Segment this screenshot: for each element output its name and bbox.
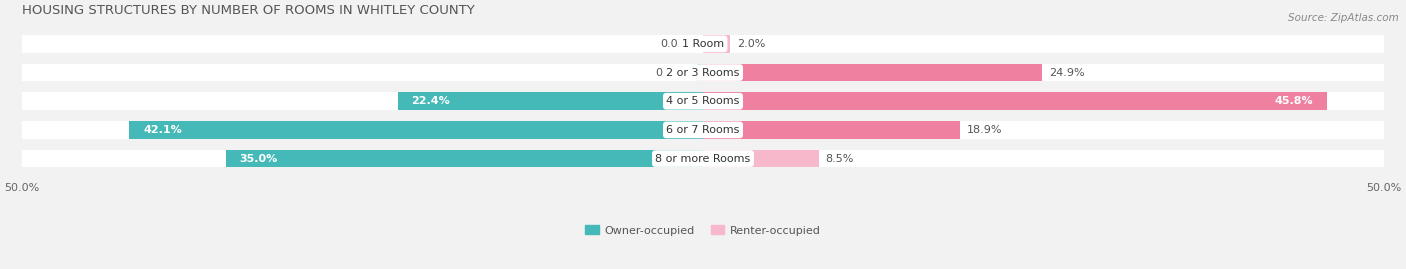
Bar (703, 121, 960, 139)
Bar (21, 35, 703, 53)
Bar (697, 64, 703, 82)
Bar (226, 150, 703, 167)
Text: 8 or more Rooms: 8 or more Rooms (655, 154, 751, 164)
Bar (703, 92, 1327, 110)
Text: 6 or 7 Rooms: 6 or 7 Rooms (666, 125, 740, 135)
Text: 0.03%: 0.03% (661, 39, 696, 49)
Text: 22.4%: 22.4% (412, 96, 450, 106)
Text: 8.5%: 8.5% (825, 154, 853, 164)
Bar (703, 35, 730, 53)
Bar (21, 121, 703, 139)
Bar (21, 64, 703, 82)
Text: Source: ZipAtlas.com: Source: ZipAtlas.com (1288, 13, 1399, 23)
Text: HOUSING STRUCTURES BY NUMBER OF ROOMS IN WHITLEY COUNTY: HOUSING STRUCTURES BY NUMBER OF ROOMS IN… (21, 4, 475, 17)
Text: 4 or 5 Rooms: 4 or 5 Rooms (666, 96, 740, 106)
Legend: Owner-occupied, Renter-occupied: Owner-occupied, Renter-occupied (581, 221, 825, 240)
Text: 24.9%: 24.9% (1049, 68, 1084, 77)
Text: 45.8%: 45.8% (1275, 96, 1313, 106)
Bar (703, 121, 1385, 139)
Bar (703, 35, 1385, 53)
Bar (703, 92, 1385, 110)
Bar (703, 64, 1042, 82)
Text: 18.9%: 18.9% (967, 125, 1002, 135)
Text: 1 Room: 1 Room (682, 39, 724, 49)
Bar (129, 121, 703, 139)
Bar (398, 92, 703, 110)
Text: 35.0%: 35.0% (240, 154, 278, 164)
Text: 0.42%: 0.42% (655, 68, 690, 77)
Text: 2 or 3 Rooms: 2 or 3 Rooms (666, 68, 740, 77)
Bar (703, 64, 1385, 82)
Text: 2.0%: 2.0% (737, 39, 765, 49)
Text: 42.1%: 42.1% (143, 125, 181, 135)
Bar (21, 150, 703, 167)
Bar (703, 150, 818, 167)
Bar (703, 150, 1385, 167)
Bar (21, 92, 703, 110)
